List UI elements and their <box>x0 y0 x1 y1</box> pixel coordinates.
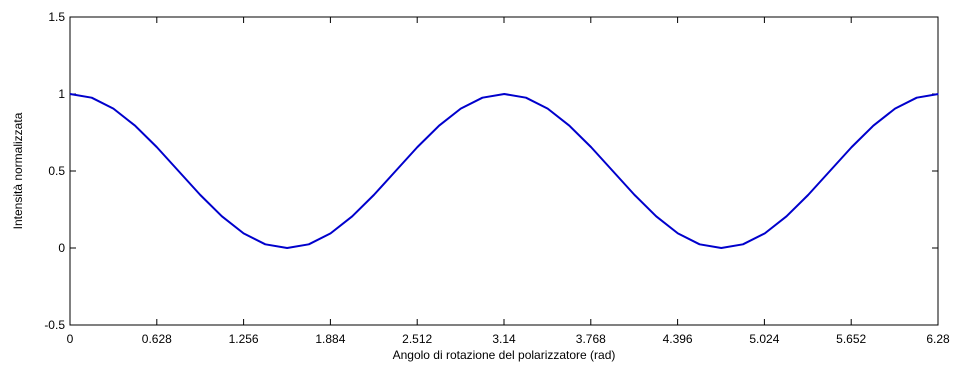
x-tick-label: 6.28 <box>926 332 950 346</box>
x-tick-label: 1.884 <box>315 332 345 346</box>
x-tick-label: 4.396 <box>663 332 693 346</box>
x-tick-label: 3.14 <box>492 332 516 346</box>
plot-area <box>69 16 939 326</box>
y-tick-label: 1 <box>58 87 65 101</box>
series-layer <box>69 93 939 249</box>
y-tick-label: 1.5 <box>48 10 65 24</box>
y-tick-label: 0.5 <box>48 164 65 178</box>
y-axis-title: Intensità normalizzata <box>11 112 25 229</box>
x-tick-label: 2.512 <box>402 332 432 346</box>
x-axis-ticks: 0 0.628 1.256 1.884 2.512 3.14 3.768 4.396 5.024… <box>67 17 950 346</box>
x-tick-label: 1.256 <box>229 332 259 346</box>
x-tick-label: 5.652 <box>836 332 866 346</box>
y-tick-label: 0 <box>58 241 65 255</box>
x-tick-label: 5.024 <box>749 332 779 346</box>
y-tick-label: -0.5 <box>44 318 65 332</box>
x-tick-label: 3.768 <box>576 332 606 346</box>
series-line <box>69 93 939 249</box>
x-axis-title: Angolo di rotazione del polarizzatore (r… <box>393 348 616 362</box>
x-tick-label: 0 <box>67 332 74 346</box>
x-tick-label: 0.628 <box>142 332 172 346</box>
